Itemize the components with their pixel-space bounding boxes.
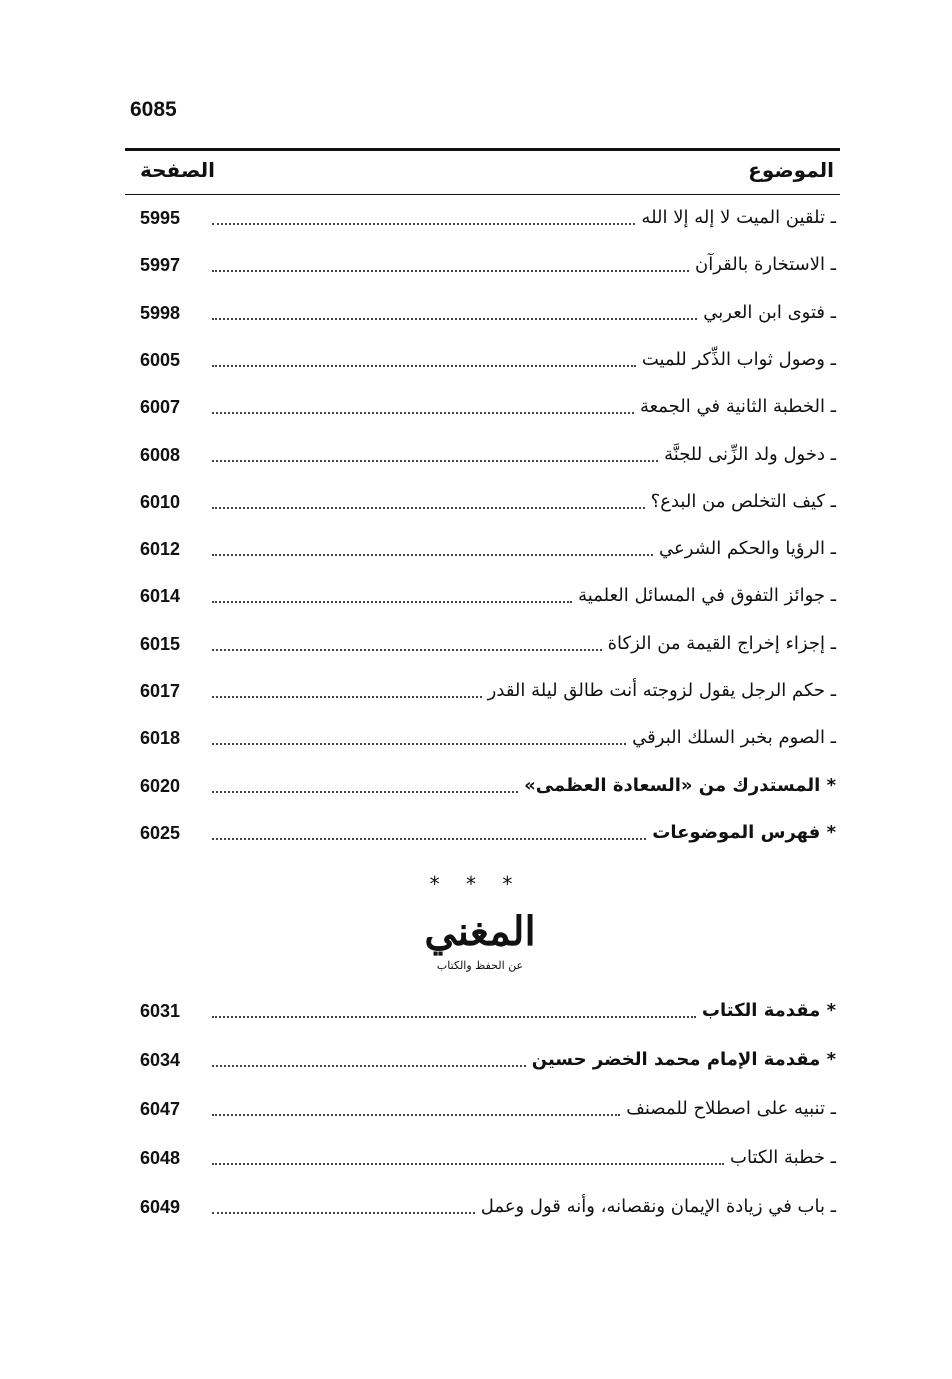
toc-entry-title: ـ كيف التخلص من البدع؟ (650, 490, 836, 512)
toc-entry-title: ـ وصول ثواب الذِّكر للميت (641, 348, 836, 370)
toc-entry: ـ الرؤيا والحكم الشرعي 6012 (140, 534, 836, 564)
toc-entry-page: 6025 (140, 822, 181, 843)
toc-entry-title: * المستدرك من «السعادة العظمى» (524, 774, 836, 796)
toc-entry: ـ حكم الرجل يقول لزوجته أنت طالق ليلة ال… (140, 676, 836, 706)
page-number: 6085 (130, 98, 177, 121)
toc-entry-title: ـ الصوم بخبر السلك البرقي (632, 727, 836, 749)
leader-dots (212, 459, 659, 462)
toc-entry-title: ـ دخول ولد الزِّنى للجنَّة (664, 443, 836, 465)
toc-entry-page: 6017 (140, 681, 181, 701)
header-topic: الموضوع (748, 158, 834, 182)
toc-entry-title: ـ فتوى ابن العربي (703, 301, 836, 323)
toc-entry: * فهرس الموضوعات 6025 (140, 818, 836, 848)
toc-entry-title: ـ تلقين الميت لا إله إلا الله (641, 207, 836, 228)
toc-entry-title: ـ خطبة الكتاب (730, 1147, 836, 1168)
toc-entry: ـ دخول ولد الزِّنى للجنَّة 6008 (140, 440, 836, 470)
toc-entry-page: 5997 (140, 255, 181, 276)
toc-entry: ـ باب في زيادة الإيمان ونقصانه، وأنه قول… (140, 1192, 836, 1222)
leader-dots (212, 1114, 621, 1116)
leader-dots (212, 1212, 475, 1214)
leader-dots (212, 317, 698, 320)
toc-entry-page: 6007 (140, 397, 181, 418)
header-page: الصفحة (140, 158, 216, 182)
toc-entry-page: 6048 (140, 1148, 181, 1168)
toc-entry-title: ـ الرؤيا والحكم الشرعي (659, 538, 836, 560)
leader-dots (212, 1065, 526, 1067)
toc-entry-title: ـ إجزاء إخراج القيمة من الزكاة (607, 632, 836, 654)
toc-entry: ـ تلقين الميت لا إله إلا الله 5995 (140, 203, 836, 233)
book-logo-subtitle: عن الحفظ والكتاب (436, 959, 524, 972)
leader-dots (212, 743, 627, 746)
toc-entry: ـ فتوى ابن العربي 5998 (140, 298, 836, 328)
header-divider (125, 194, 840, 195)
toc-entry-title: ـ حكم الرجل يقول لزوجته أنت طالق ليلة ال… (487, 680, 836, 701)
leader-dots (212, 1163, 725, 1165)
toc-entry-page: 6031 (140, 1001, 181, 1021)
toc-entry-title: ـ الاستخارة بالقرآن (695, 254, 836, 276)
leader-dots (212, 648, 602, 651)
toc-entry-page: 6049 (140, 1197, 181, 1217)
toc-entry-page: 6034 (140, 1050, 181, 1070)
leader-dots (212, 364, 636, 367)
toc-entry-title: * مقدمة الكتاب (701, 1000, 836, 1021)
leader-dots (212, 601, 573, 604)
toc-entry: ـ الاستخارة بالقرآن 5997 (140, 250, 836, 280)
toc-entry: * مقدمة الكتاب 6031 (140, 996, 836, 1026)
leader-dots (212, 790, 519, 793)
leader-dots (212, 554, 654, 557)
toc-entry-title: ـ الخطبة الثانية في الجمعة (639, 396, 836, 418)
toc-entry: ـ خطبة الكتاب 6048 (140, 1143, 836, 1173)
leader-dots (212, 270, 690, 273)
toc-entry-title: * فهرس الموضوعات (652, 821, 836, 843)
leader-dots (212, 837, 647, 840)
book-logo: المغني عن الحفظ والكتاب (420, 905, 540, 972)
leader-dots (212, 696, 482, 698)
toc-entry: ـ الخطبة الثانية في الجمعة 6007 (140, 392, 836, 422)
toc-entry: ـ إجزاء إخراج القيمة من الزكاة 6015 (140, 629, 836, 659)
header-rule (125, 148, 840, 151)
leader-dots (212, 223, 636, 225)
toc-entry-title: ـ تنبيه على اصطلاح للمصنف (626, 1098, 836, 1119)
toc-entry-title: ـ جوائز التفوق في المسائل العلمية (578, 585, 836, 607)
book-logo-title: المغني (424, 908, 536, 955)
toc-entry: ـ جوائز التفوق في المسائل العلمية 6014 (140, 581, 836, 611)
toc-entry-page: 6008 (140, 444, 181, 465)
toc-entry: ـ الصوم بخبر السلك البرقي 6018 (140, 723, 836, 753)
toc-entry-page: 6005 (140, 349, 181, 370)
toc-entry: ـ كيف التخلص من البدع؟ 6010 (140, 487, 836, 517)
separator: * * * (429, 872, 523, 896)
toc-entry: * المستدرك من «السعادة العظمى» 6020 (140, 771, 836, 801)
toc-entry-title: * مقدمة الإمام محمد الخضر حسين (531, 1049, 836, 1070)
toc-entry-title: ـ باب في زيادة الإيمان ونقصانه، وأنه قول… (480, 1196, 836, 1217)
toc-entry-page: 6014 (140, 586, 181, 607)
toc-entry-page: 6015 (140, 633, 181, 654)
toc-entry-page: 6012 (140, 539, 181, 560)
toc-entry-page: 5995 (140, 208, 181, 228)
toc-entry: * مقدمة الإمام محمد الخضر حسين 6034 (140, 1045, 836, 1075)
toc-entry: ـ تنبيه على اصطلاح للمصنف 6047 (140, 1094, 836, 1124)
toc-entry-page: 6020 (140, 775, 181, 796)
leader-dots (212, 506, 645, 509)
toc-entry-page: 6010 (140, 491, 181, 512)
toc-entry-page: 5998 (140, 302, 181, 323)
toc-entry-page: 6018 (140, 728, 181, 749)
toc-entry-page: 6047 (140, 1099, 181, 1119)
leader-dots (212, 412, 634, 415)
leader-dots (212, 1016, 696, 1018)
toc-entry: ـ وصول ثواب الذِّكر للميت 6005 (140, 345, 836, 375)
